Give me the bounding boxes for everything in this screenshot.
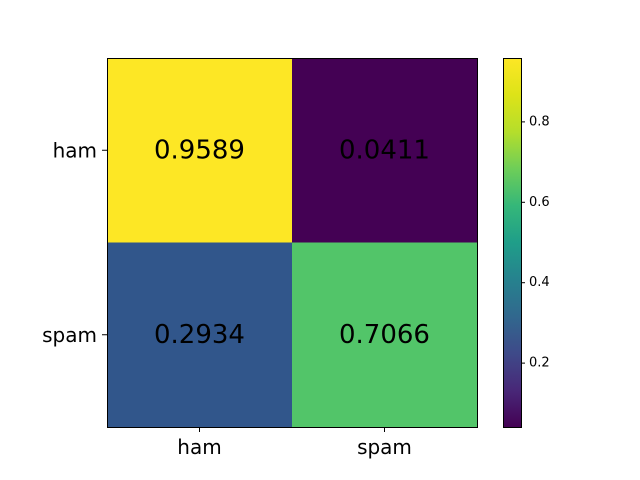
cell-value-label: 0.2934	[154, 320, 245, 350]
heatmap-cell-spam-spam	[292, 242, 477, 427]
cell-value-label: 0.7066	[339, 320, 430, 350]
colorbar-tick-label: 0.8	[529, 114, 550, 129]
x-tick-label: ham	[177, 435, 221, 459]
y-tick-label: ham	[53, 138, 97, 162]
x-tick-label: spam	[357, 435, 412, 459]
plot-frame	[107, 58, 478, 428]
y-tick-label: spam	[42, 323, 97, 347]
colorbar-frame	[503, 58, 522, 428]
heatmap-cells	[107, 58, 477, 427]
colorbar-tick-label: 0.6	[529, 195, 550, 210]
colorbar-ticks: 0.2 0.4 0.6 0.8	[521, 114, 550, 371]
heatmap-cell-ham-ham	[107, 58, 292, 243]
colorbar-tick-label: 0.4	[529, 275, 550, 290]
colorbar: 0.2 0.4 0.6 0.8	[503, 58, 550, 428]
colorbar-tick-label: 0.2	[529, 356, 550, 371]
heatmap-cell-labels: 0.9589 0.0411 0.2934 0.7066	[154, 135, 430, 350]
heatmap-cell-spam-ham	[107, 242, 292, 427]
x-axis: ham spam	[177, 427, 412, 459]
heatmap-cell-ham-spam	[292, 58, 477, 243]
y-axis: ham spam	[42, 138, 107, 347]
cell-value-label: 0.0411	[339, 135, 430, 165]
cell-value-label: 0.9589	[154, 135, 245, 165]
colorbar-gradient	[503, 58, 521, 427]
